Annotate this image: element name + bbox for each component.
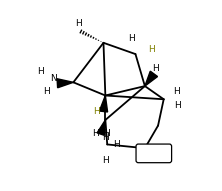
Text: H: H	[174, 101, 181, 110]
Text: H: H	[75, 19, 81, 28]
Text: H: H	[128, 34, 135, 43]
Text: H: H	[92, 129, 98, 138]
Text: N: N	[50, 74, 57, 83]
Polygon shape	[145, 71, 158, 86]
Text: H: H	[173, 87, 180, 96]
Text: H: H	[148, 45, 155, 54]
Polygon shape	[97, 120, 105, 135]
Text: H: H	[152, 64, 159, 73]
Text: H: H	[102, 156, 109, 165]
Polygon shape	[57, 79, 73, 88]
Text: H: H	[43, 87, 50, 96]
FancyBboxPatch shape	[136, 144, 172, 163]
Text: H: H	[102, 133, 109, 142]
Text: H: H	[93, 107, 100, 116]
Text: H: H	[103, 129, 110, 138]
Text: N: N	[147, 154, 153, 160]
Text: H: H	[37, 67, 44, 76]
Text: Abs: Abs	[147, 147, 162, 156]
Text: H: H	[113, 140, 120, 149]
Polygon shape	[99, 96, 108, 112]
